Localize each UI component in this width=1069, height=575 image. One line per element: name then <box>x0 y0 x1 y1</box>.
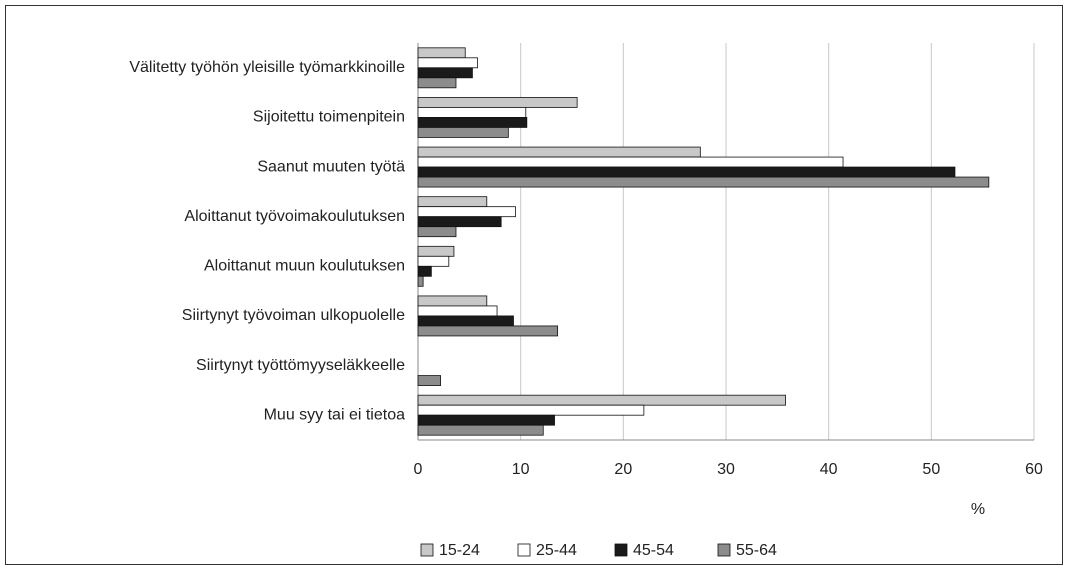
bar <box>417 275 424 287</box>
x-tick-label: 60 <box>1025 461 1043 478</box>
y-tick-label: Saanut muuten työtä <box>257 158 405 175</box>
bar <box>417 77 457 89</box>
bar <box>417 57 478 69</box>
frame <box>5 5 1063 565</box>
bar <box>417 305 498 317</box>
y-tick-label: Aloittanut muun koulutuksen <box>204 258 405 275</box>
bar <box>417 196 488 208</box>
bar <box>417 414 555 426</box>
bar <box>417 325 559 337</box>
bar <box>417 67 473 79</box>
y-tick-label: Siirtynyt työttömyyseläkkeelle <box>196 357 405 374</box>
bar <box>417 156 844 168</box>
x-tick-label: 40 <box>820 461 838 478</box>
bar <box>417 226 457 238</box>
bar <box>417 176 990 188</box>
legend-label: 55-64 <box>736 542 777 559</box>
legend-label: 25-44 <box>536 542 577 559</box>
bar <box>417 245 455 257</box>
bar <box>417 295 488 307</box>
y-tick-label: Siirtynyt työvoiman ulkopuolelle <box>182 307 405 324</box>
legend-label: 45-54 <box>633 542 674 559</box>
x-tick-label: 50 <box>922 461 940 478</box>
bar <box>417 97 578 108</box>
y-tick-label: Aloittanut työvoimakoulutuksen <box>184 208 405 225</box>
legend-label: 15-24 <box>439 542 480 559</box>
bar <box>417 117 528 128</box>
bar <box>417 394 786 406</box>
x-axis-label: % <box>971 501 985 518</box>
bar <box>417 146 701 158</box>
bar <box>417 404 645 416</box>
bar <box>417 47 466 59</box>
bar <box>417 107 527 118</box>
legend-swatch <box>717 543 731 557</box>
x-tick-label: 10 <box>512 461 530 478</box>
bar <box>417 424 544 436</box>
x-tick-label: 20 <box>614 461 632 478</box>
y-tick-label: Sijoitettu toimenpitein <box>253 109 405 126</box>
bar <box>417 265 432 277</box>
y-tick-label: Välitetty työhön yleisille työmarkkinoil… <box>129 59 405 76</box>
bar <box>417 206 516 218</box>
legend-swatch <box>614 543 628 557</box>
bar <box>417 375 441 386</box>
legend-swatch <box>420 543 434 557</box>
bar <box>417 127 509 138</box>
bar <box>417 166 956 178</box>
bar <box>417 255 450 267</box>
legend-swatch <box>517 543 531 557</box>
bar <box>417 315 514 327</box>
bar <box>417 216 502 228</box>
x-tick-label: 0 <box>414 461 423 478</box>
y-tick-label: Muu syy tai ei tietoa <box>264 406 406 423</box>
x-tick-label: 30 <box>717 461 735 478</box>
